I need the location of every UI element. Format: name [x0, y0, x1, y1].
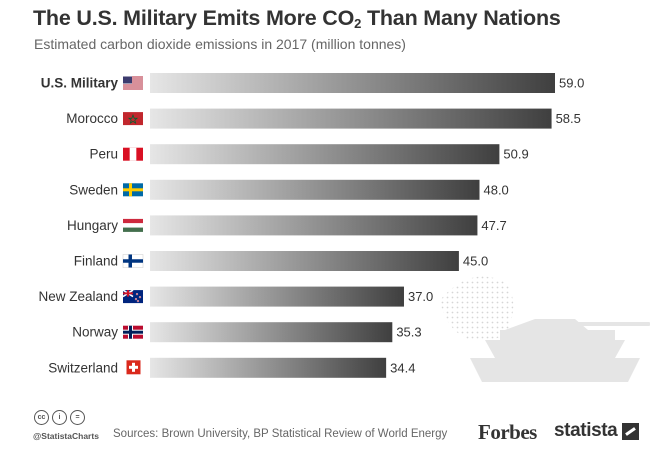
- forbes-logo: Forbes: [478, 420, 537, 444]
- category-label: Sweden: [69, 182, 118, 197]
- value-label: 35.3: [396, 325, 421, 340]
- bar: [150, 322, 393, 343]
- chart-title: The U.S. Military Emits More CO2 Than Ma…: [33, 6, 561, 31]
- bar: [150, 286, 404, 307]
- category-label: Norway: [72, 325, 118, 340]
- bars-layer: U.S. Military 59.0 Morocco 58.5 Peru 50.9 Swed…: [38, 73, 584, 378]
- category-label: Switzerland: [48, 360, 118, 375]
- statista-logo: statista: [554, 420, 640, 442]
- value-label: 48.0: [483, 182, 508, 197]
- category-label: Morocco: [66, 111, 118, 126]
- bar: [150, 251, 459, 271]
- decoration-dots: [440, 276, 514, 342]
- bar: [150, 108, 552, 129]
- source-note: Sources: Brown University, BP Statistica…: [113, 428, 448, 440]
- value-label: 59.0: [559, 76, 584, 91]
- new-zealand-flag-icon: [122, 289, 143, 304]
- value-label: 37.0: [408, 289, 433, 304]
- usa-flag-icon: [123, 76, 143, 90]
- statista-handle: @StatistaCharts: [33, 431, 99, 441]
- category-label: U.S. Military: [41, 76, 119, 91]
- category-label: Hungary: [67, 218, 118, 233]
- category-label: New Zealand: [38, 289, 118, 304]
- category-label: Finland: [74, 254, 118, 269]
- bar: [150, 179, 480, 200]
- cc-icon: cc: [34, 410, 49, 425]
- no-derivatives-icon: =: [70, 410, 85, 425]
- statista-mark-icon: [622, 422, 640, 440]
- bar: [150, 73, 555, 93]
- norway-flag-icon: [123, 325, 143, 339]
- switzerland-flag-icon: [126, 360, 141, 375]
- value-label: 58.5: [556, 111, 581, 126]
- value-label: 45.0: [463, 254, 488, 269]
- morocco-flag-icon: [123, 112, 143, 126]
- bar: [150, 144, 500, 165]
- value-label: 34.4: [390, 360, 415, 375]
- statista-wordmark: statista: [554, 420, 618, 441]
- peru-flag-icon: [123, 147, 143, 161]
- attribution-icon: i: [52, 410, 67, 425]
- license-icons: cc i =: [34, 410, 85, 425]
- sweden-flag-icon: [123, 183, 143, 197]
- finland-flag-icon: [122, 254, 144, 268]
- tank-illustration: [470, 319, 650, 382]
- value-label: 50.9: [503, 147, 528, 162]
- hungary-flag-icon: [123, 218, 143, 232]
- chart-subtitle: Estimated carbon dioxide emissions in 20…: [34, 36, 406, 52]
- value-label: 47.7: [481, 218, 506, 233]
- bar: [150, 357, 387, 378]
- category-label: Peru: [89, 147, 118, 162]
- bar: [150, 215, 478, 236]
